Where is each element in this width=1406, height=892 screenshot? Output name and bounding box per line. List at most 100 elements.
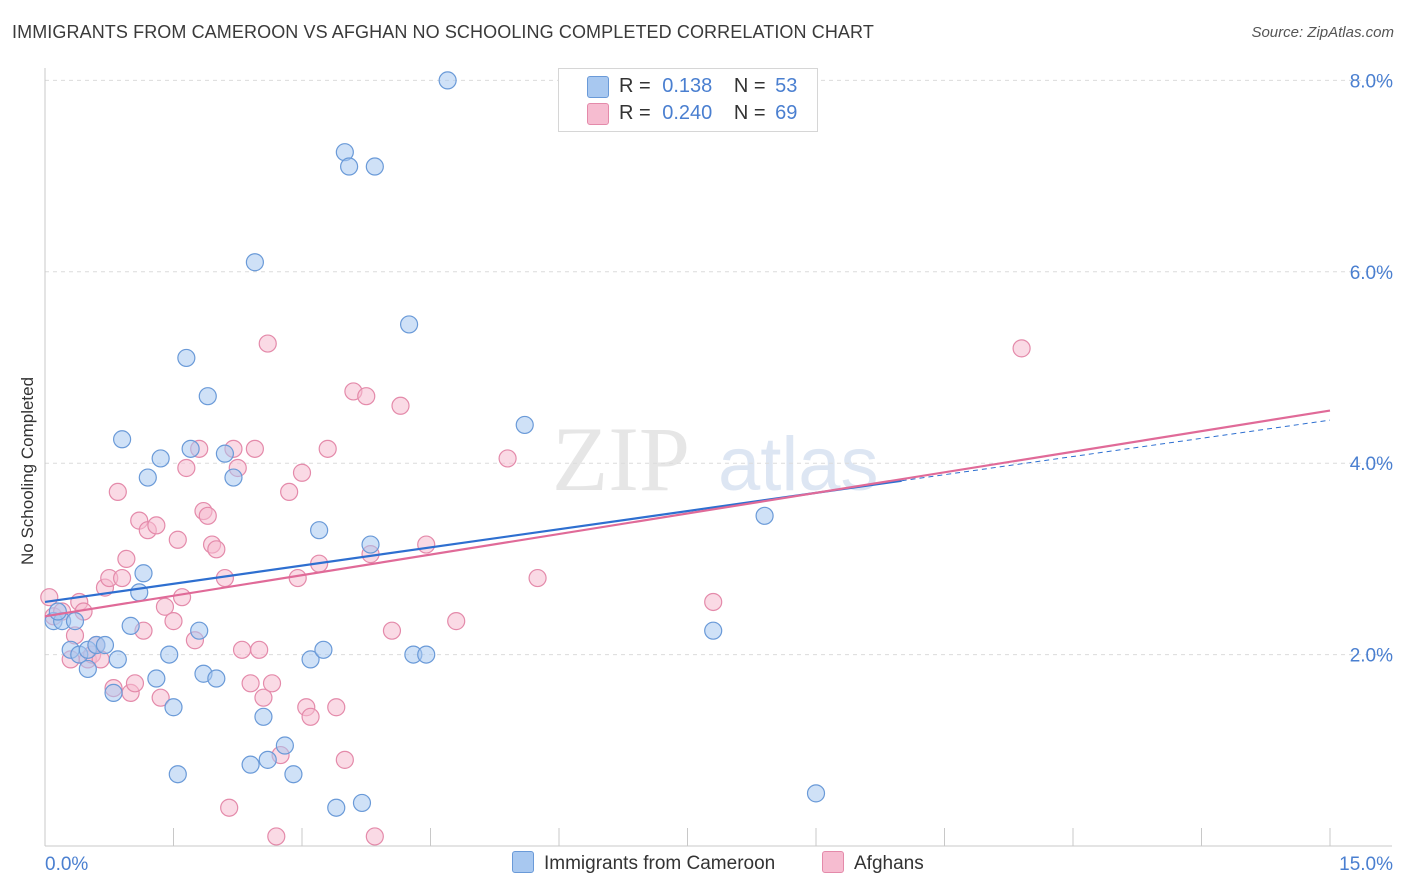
cameroon-point: [365, 157, 384, 176]
r-value: 0.138: [662, 75, 713, 97]
cameroon-point: [301, 650, 320, 669]
afghans-point: [262, 674, 282, 693]
afghans-point: [258, 334, 277, 353]
afghans-point: [117, 549, 136, 569]
cameroon-point: [130, 583, 149, 602]
afghans-point: [147, 516, 166, 535]
n-label: N =: [733, 102, 766, 124]
cameroon-point: [241, 755, 260, 774]
n-value: 69: [775, 102, 798, 124]
afghans-point: [498, 449, 517, 468]
cameroon-point: [104, 683, 123, 702]
y-tick-label: 2.0%: [1350, 646, 1393, 667]
afghans-point: [241, 674, 260, 693]
cameroon-point: [284, 765, 303, 784]
afghans-point: [151, 688, 170, 707]
cameroon-point: [245, 253, 264, 272]
cameroon-point: [160, 645, 179, 664]
n-value: 53: [775, 75, 798, 97]
cameroon-point: [147, 669, 166, 688]
cameroon-point: [151, 449, 170, 468]
correlation-legend: R = 0.138 N = 53 R = 0.240 N = 69: [558, 68, 818, 132]
afghans-point: [155, 597, 175, 616]
afghans-point: [112, 568, 132, 588]
cameroon-point: [340, 157, 359, 176]
x-tick-label-max: 15.0%: [1339, 854, 1393, 875]
cameroon-point: [438, 71, 457, 90]
y-tick-label: 4.0%: [1350, 454, 1393, 475]
afghans-point: [417, 535, 436, 554]
chart-source: Source: ZipAtlas.com: [1251, 24, 1394, 41]
afghans-point: [254, 688, 273, 707]
legend-swatch-pink: [587, 103, 609, 125]
cameroon-point: [399, 315, 419, 334]
afghans-point: [357, 387, 376, 406]
afghans-trend-line: [44, 409, 1331, 618]
r-value: 0.240: [662, 102, 713, 124]
afghans-point: [327, 698, 346, 717]
afghans-point: [288, 568, 307, 588]
watermark: ZIP atlas: [552, 408, 879, 510]
legend-label-afghans: Afghans: [854, 853, 924, 874]
cameroon-point: [275, 736, 294, 755]
cameroon-points: [44, 71, 826, 817]
cameroon-point: [417, 645, 436, 664]
afghans-point: [704, 592, 723, 612]
cameroon-point: [352, 793, 372, 813]
cameroon-point: [48, 602, 67, 621]
r-label: R =: [619, 75, 651, 97]
cameroon-point: [112, 430, 132, 449]
afghans-point: [447, 612, 466, 631]
legend-swatch-pink: [822, 851, 844, 873]
cameroon-point: [254, 707, 273, 726]
afghans-point: [207, 540, 226, 559]
watermark-atlas: atlas: [718, 422, 879, 507]
cameroon-point: [207, 669, 226, 688]
y-tick-label: 8.0%: [1350, 71, 1393, 92]
cameroon-point: [134, 564, 153, 583]
legend-item-cameroon[interactable]: Immigrants from Cameroon: [512, 851, 775, 877]
grid-lines: [45, 79, 1392, 656]
cameroon-point: [327, 798, 346, 817]
y-axis-title: No Schooling Completed: [18, 376, 37, 565]
n-label: N =: [733, 75, 766, 97]
legend-row-cameroon: R = 0.138 N = 53: [619, 73, 797, 99]
afghans-point: [168, 530, 187, 549]
cameroon-point: [95, 635, 115, 655]
y-tick-labels: 2.0% 4.0% 6.0% 8.0%: [1350, 71, 1393, 666]
afghans-points: [40, 334, 1031, 846]
cameroon-point: [361, 535, 380, 554]
afghans-point: [125, 674, 145, 693]
afghans-point: [335, 750, 354, 769]
legend-label-cameroon: Immigrants from Cameroon: [544, 853, 776, 874]
legend-swatch-blue: [587, 76, 609, 98]
cameroon-point: [108, 650, 127, 669]
cameroon-point: [258, 750, 277, 769]
x-tick-label-min: 0.0%: [45, 854, 88, 875]
afghans-point: [198, 506, 217, 525]
axes: [44, 68, 1392, 847]
cameroon-point: [177, 348, 196, 368]
afghans-point: [232, 640, 252, 659]
cameroon-point: [78, 659, 97, 679]
afghans-point: [108, 482, 127, 502]
cameroon-point: [198, 387, 217, 406]
trend-lines: [44, 409, 1331, 618]
afghans-point: [528, 568, 547, 588]
afghans-point: [267, 827, 286, 846]
afghans-point: [1012, 339, 1031, 358]
afghans-point: [177, 458, 196, 478]
cameroon-point: [164, 698, 183, 717]
cameroon-point: [181, 439, 200, 458]
cameroon-point: [224, 468, 243, 487]
afghans-point: [292, 463, 312, 482]
afghans-point: [220, 798, 239, 817]
cameroon-point: [515, 415, 534, 435]
legend-item-afghans[interactable]: Afghans: [822, 851, 924, 877]
cameroon-point: [121, 616, 140, 635]
cameroon-point: [215, 444, 234, 463]
afghans-point: [318, 439, 337, 458]
chart-title: IMMIGRANTS FROM CAMEROON VS AFGHAN NO SC…: [12, 22, 874, 42]
afghans-point: [391, 396, 410, 415]
